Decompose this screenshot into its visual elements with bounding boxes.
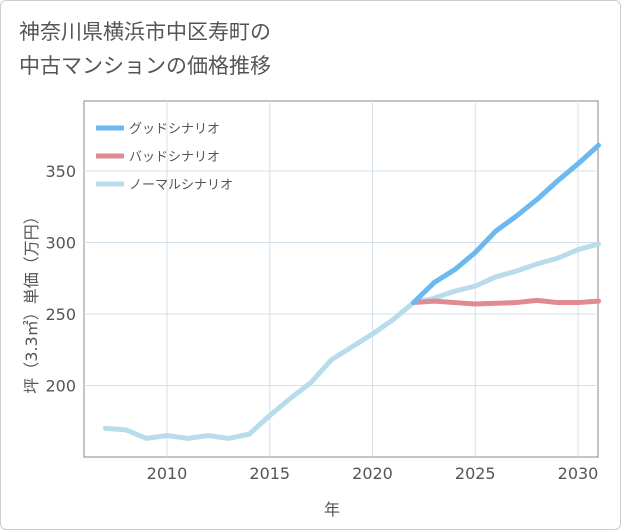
series-line-1 [411,297,602,307]
x-axis-label: 年 [324,500,340,519]
x-tick-label: 2030 [558,464,599,483]
chart-title: 神奈川県横浜市中区寿町の 中古マンションの価格推移 [19,20,271,78]
legend-label: グッドシナリオ [129,122,220,137]
x-tick-label: 2015 [249,464,290,483]
y-tick-label: 250 [45,305,76,324]
x-tick-label: 2025 [455,464,496,483]
legend-label: ノーマルシナリオ [129,178,233,193]
legend-label: バッドシナリオ [129,150,220,165]
x-tick-label: 2010 [147,464,188,483]
y-tick-label: 200 [45,377,76,396]
plot-area [83,100,599,458]
y-axis-label: 坪（3.3㎡）単価（万円） [22,208,41,393]
y-tick-label: 350 [45,162,76,181]
series-line-2 [102,241,602,441]
series-line-0 [411,142,602,306]
x-tick-label: 2020 [352,464,393,483]
y-tick-label: 300 [45,234,76,253]
